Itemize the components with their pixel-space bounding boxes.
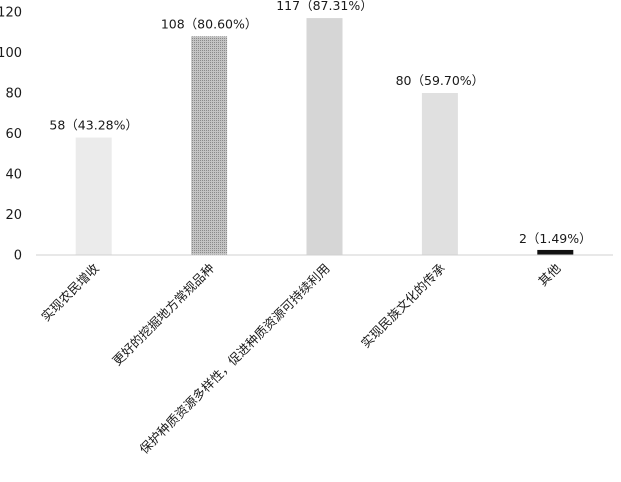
data-label: 117（87.31%） — [276, 0, 373, 13]
bar — [537, 249, 574, 255]
data-label: 80（59.70%） — [396, 73, 485, 88]
category-label: 保护种质资源多样性，促进种质资源可持续利用 — [136, 261, 332, 457]
data-label: 2（1.49%） — [519, 231, 592, 246]
y-tick-label: 60 — [5, 127, 22, 142]
y-axis: 0 20 40 60 80 100 120 — [0, 6, 22, 264]
y-tick-label: 20 — [5, 208, 22, 223]
y-tick-label: 80 — [5, 87, 22, 102]
bar — [191, 36, 228, 255]
bar — [75, 137, 112, 255]
bars — [75, 18, 574, 256]
category-label: 实现农民增收 — [38, 260, 102, 324]
data-labels: 58（43.28%） 108（80.60%） 117（87.31%） 80（59.70… — [49, 0, 591, 246]
bar — [306, 18, 343, 256]
category-label: 实现民族文化的传承 — [358, 260, 449, 351]
category-label: 更好的挖掘地方常规品种 — [109, 261, 217, 369]
data-label: 58（43.28%） — [49, 118, 138, 133]
data-label: 108（80.60%） — [161, 16, 258, 31]
y-tick-label: 120 — [0, 6, 22, 21]
y-tick-label: 0 — [14, 249, 22, 264]
bar — [421, 93, 458, 255]
y-tick-label: 40 — [5, 168, 22, 183]
y-tick-label: 100 — [0, 46, 22, 61]
category-label: 其他 — [535, 260, 564, 289]
